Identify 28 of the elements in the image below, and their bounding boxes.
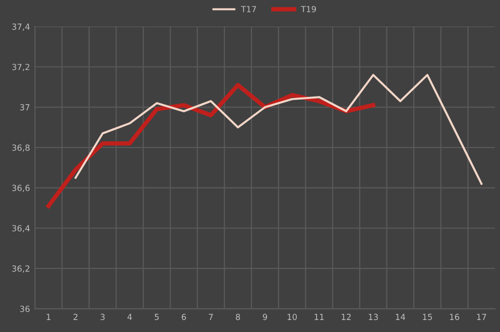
x-tick-label: 6 [182, 314, 186, 320]
legend-label: T19 [300, 6, 316, 12]
x-tick-label: 13 [368, 314, 378, 320]
y-tick-label: 36 [20, 306, 30, 312]
y-tick-label: 37,4 [12, 24, 30, 31]
y-tick-label: 36,2 [12, 265, 30, 273]
x-tick-label: 14 [396, 314, 406, 320]
x-tick-label: 12 [342, 314, 351, 320]
y-tick-label: 36,6 [12, 184, 30, 192]
y-tick-label: 37 [20, 104, 30, 110]
x-tick-label: 1 [46, 314, 50, 320]
x-tick-label: 5 [154, 314, 159, 320]
x-tick-label: 16 [450, 314, 460, 320]
y-tick-label: 36,8 [12, 144, 30, 152]
x-tick-label: 3 [100, 314, 105, 320]
x-tick-label: 9 [262, 314, 268, 320]
x-tick-label: 2 [74, 314, 78, 320]
line-series [74, 74, 483, 185]
x-tick-label: 8 [236, 314, 240, 320]
x-tick-label: 17 [477, 314, 486, 320]
legend-label: T17 [240, 6, 256, 12]
x-tick-label: 11 [314, 314, 324, 320]
x-tick-label: 7 [208, 314, 213, 320]
x-tick-label: 10 [288, 314, 297, 320]
y-tick-label: 36,4 [12, 225, 30, 232]
x-tick-label: 4 [127, 314, 132, 320]
x-tick-label: 15 [422, 314, 432, 320]
y-tick-label: 37,2 [12, 64, 30, 72]
